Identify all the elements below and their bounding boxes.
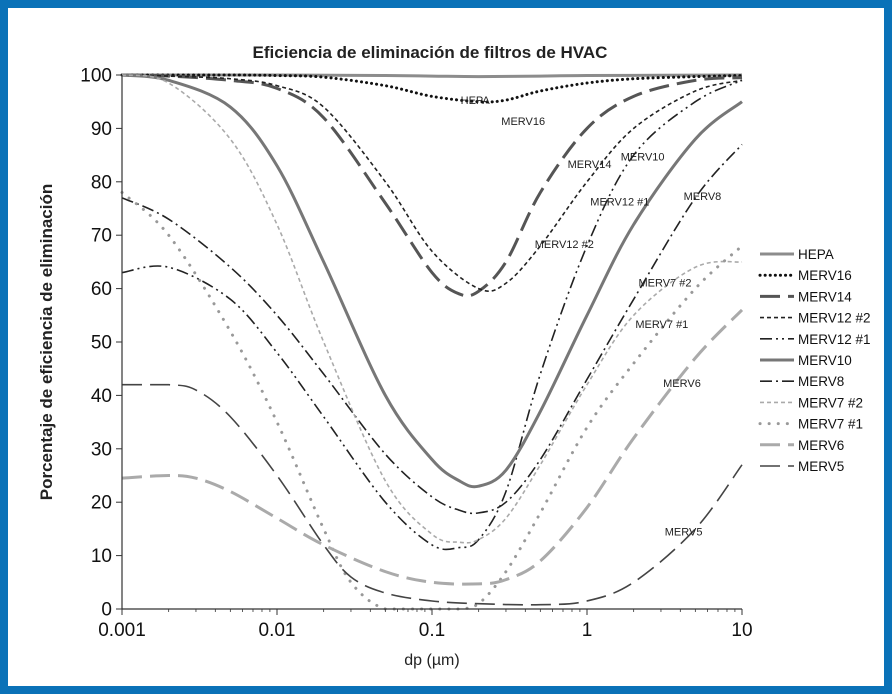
series-line-merv7-2 xyxy=(121,74,743,544)
y-tick-label: 80 xyxy=(91,172,112,193)
legend-label-merv16: MERV16 xyxy=(798,268,852,283)
legend-label-merv12-1: MERV12 #1 xyxy=(798,332,871,347)
series-annotation-merv14: MERV14 xyxy=(568,159,612,171)
x-tick-label: 0.01 xyxy=(259,620,296,641)
series-annotation-merv7-1: MERV7 #1 xyxy=(635,319,688,331)
series-line-merv6 xyxy=(121,308,744,586)
legend-label-hepa: HEPA xyxy=(798,247,834,262)
y-tick-label: 10 xyxy=(91,546,112,567)
x-tick-label: 0.001 xyxy=(98,620,146,641)
legend-label-merv10: MERV10 xyxy=(798,353,852,368)
y-axis-label: Porcentaje de eficiencia de eliminación xyxy=(37,184,56,501)
y-tick-label: 90 xyxy=(91,119,112,140)
legend-label-merv7-1: MERV7 #1 xyxy=(798,417,863,432)
x-tick-label: 10 xyxy=(731,620,752,641)
legend-label-merv12-2: MERV12 #2 xyxy=(798,311,871,326)
y-tick-label: 100 xyxy=(80,66,112,87)
chart-title: Eficiencia de eliminación de filtros de … xyxy=(253,43,608,62)
series-annotation-merv8: MERV8 xyxy=(684,191,722,203)
series-annotation-merv16: MERV16 xyxy=(501,116,545,128)
legend: HEPA MERV16 MERV14 MERV12 #2 MERV12 #1 MERV10… xyxy=(758,247,871,474)
series-annotation-merv10: MERV10 xyxy=(621,151,665,163)
series-line-merv16 xyxy=(120,73,744,104)
series-annotation-merv7-2: MERV7 #2 xyxy=(639,277,692,289)
axis-layer: 0 10 20 30 40 50 60 70 80 90 100 0.001 0.01 0.1 1 10 xyxy=(80,66,752,642)
series-line-merv7-1 xyxy=(120,190,744,611)
legend-label-merv7-2: MERV7 #2 xyxy=(798,395,863,410)
x-tick-label: 0.1 xyxy=(419,620,445,641)
y-tick-label: 0 xyxy=(101,600,112,621)
series-annotation-merv12-2: MERV12 #2 xyxy=(535,239,594,251)
series-line-merv10 xyxy=(121,73,743,489)
y-tick-label: 40 xyxy=(91,386,112,407)
series-annotation-hepa: HEPA xyxy=(461,95,491,107)
legend-label-merv8: MERV8 xyxy=(798,374,844,389)
series-annotation-merv5: MERV5 xyxy=(665,526,703,538)
y-tick-label: 60 xyxy=(91,279,112,300)
series-line-merv8 xyxy=(121,143,743,515)
series-line-merv12-2 xyxy=(121,74,743,292)
series-annotation-merv6: MERV6 xyxy=(663,378,701,390)
x-axis-label: dp (µm) xyxy=(404,652,459,669)
y-tick-label: 30 xyxy=(91,439,112,460)
series-annotation-merv12-1: MERV12 #1 xyxy=(590,196,649,208)
series-line-merv12-1 xyxy=(121,79,743,551)
legend-label-merv5: MERV5 xyxy=(798,459,844,474)
legend-label-merv6: MERV6 xyxy=(798,438,844,453)
legend-label-merv14: MERV14 xyxy=(798,289,852,304)
series-line-merv14 xyxy=(121,73,743,298)
y-tick-label: 20 xyxy=(91,493,112,514)
y-tick-label: 70 xyxy=(91,226,112,247)
series-line-merv5 xyxy=(121,383,743,606)
annotation-layer: HEPA MERV16 MERV14 MERV12 #2 MERV12 #1 MERV10… xyxy=(461,95,722,538)
y-tick-label: 50 xyxy=(91,333,112,354)
x-tick-label: 1 xyxy=(582,620,593,641)
